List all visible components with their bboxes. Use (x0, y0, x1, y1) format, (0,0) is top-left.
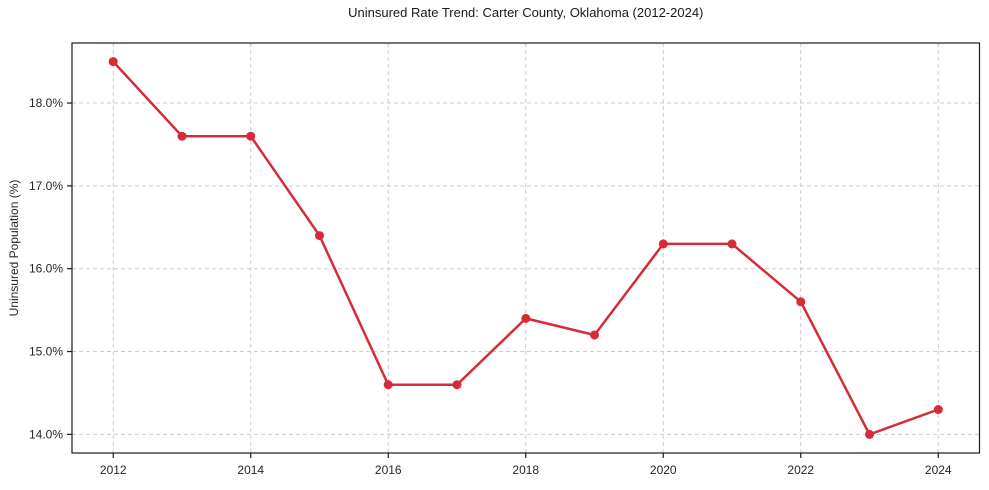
chart-title: Uninsured Rate Trend: Carter County, Okl… (348, 5, 703, 20)
y-tick-label: 16.0% (29, 262, 63, 276)
x-tick-label: 2024 (925, 463, 952, 477)
data-point-2019 (590, 330, 599, 340)
data-point-2016 (383, 380, 393, 390)
x-tick-label: 2012 (100, 463, 127, 477)
y-tick-label: 18.0% (29, 96, 63, 110)
data-point-2014 (246, 131, 256, 141)
data-point-2018 (521, 313, 531, 323)
data-point-2021 (727, 239, 737, 249)
data-point-2017 (452, 380, 462, 390)
x-tick-label: 2020 (650, 463, 677, 477)
data-point-2013 (177, 131, 187, 141)
data-point-2020 (658, 239, 668, 249)
x-tick-label: 2022 (787, 463, 814, 477)
x-tick-label: 2018 (512, 463, 539, 477)
y-tick-label: 14.0% (29, 427, 63, 441)
data-point-2015 (315, 231, 324, 241)
x-tick-label: 2016 (375, 463, 402, 477)
y-tick-label: 17.0% (29, 179, 63, 193)
data-point-2012 (108, 57, 118, 67)
data-point-2024 (933, 405, 943, 414)
data-point-2022 (796, 297, 806, 307)
y-tick-label: 15.0% (29, 345, 63, 359)
x-tick-label: 2014 (237, 463, 264, 477)
plot-border (71, 42, 981, 454)
data-point-2023 (865, 429, 874, 439)
y-axis-label: Uninsured Population (%) (7, 180, 21, 317)
